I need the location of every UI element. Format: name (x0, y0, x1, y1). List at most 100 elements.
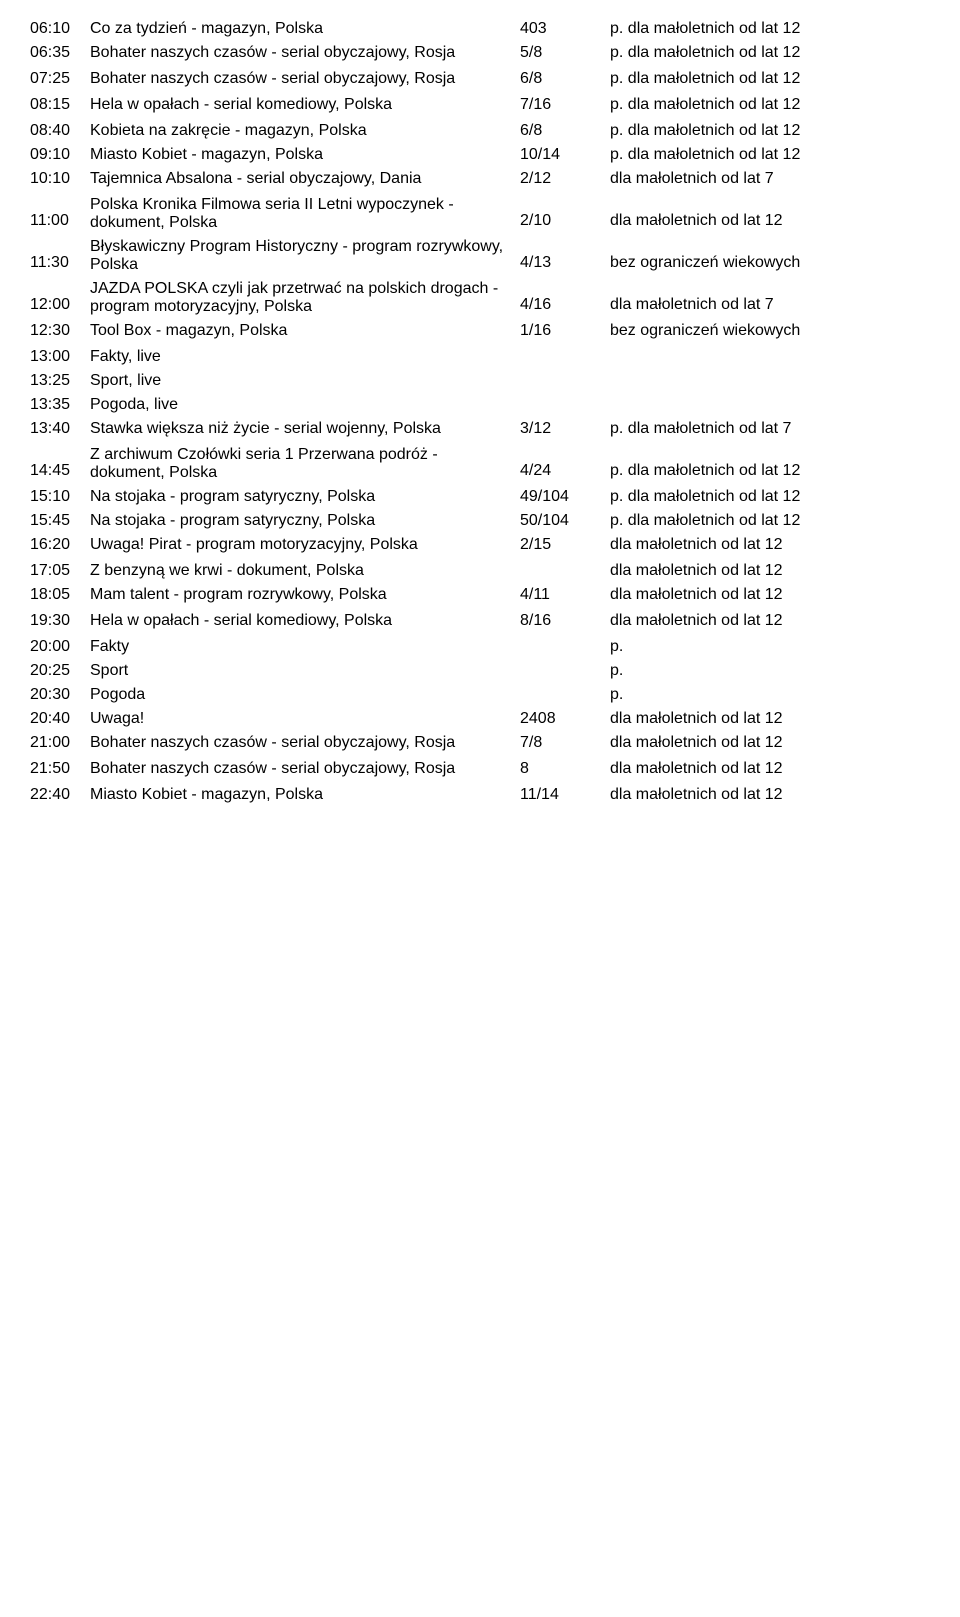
schedule-row: 20:25Sportp. (30, 662, 930, 680)
program-title: Bohater naszych czasów - serial obyczajo… (90, 70, 520, 88)
episode-cell: 7/8 (520, 734, 610, 754)
program-title: Fakty (90, 638, 520, 656)
schedule-row: 13:35Pogoda, live (30, 396, 930, 414)
schedule-row: 21:00Bohater naszych czasów - serial oby… (30, 734, 930, 754)
program-title: Polska Kronika Filmowa seria II Letni wy… (90, 196, 520, 232)
rating-cell: dla małoletnich od lat 7 (610, 296, 930, 316)
program-title: Mam talent - program rozrywkowy, Polska (90, 586, 520, 604)
time-cell: 14:45 (30, 462, 90, 482)
time-cell: 21:00 (30, 734, 90, 754)
schedule-row: 11:30Błyskawiczny Program Historyczny - … (30, 238, 930, 274)
time-cell: 13:35 (30, 396, 90, 414)
program-title: Hela w opałach - serial komediowy, Polsk… (90, 96, 520, 114)
schedule-row: 09:10Miasto Kobiet - magazyn, Polska10/1… (30, 146, 930, 164)
program-title: Z benzyną we krwi - dokument, Polska (90, 562, 520, 580)
time-cell: 22:40 (30, 786, 90, 804)
time-cell: 17:05 (30, 562, 90, 580)
program-title: Uwaga! Pirat - program motoryzacyjny, Po… (90, 536, 520, 554)
time-cell: 15:45 (30, 512, 90, 530)
rating-cell: p. dla małoletnich od lat 12 (610, 44, 930, 64)
schedule-row: 22:40Miasto Kobiet - magazyn, Polska11/1… (30, 786, 930, 804)
schedule-row: 20:30Pogodap. (30, 686, 930, 704)
time-cell: 19:30 (30, 612, 90, 632)
time-cell: 20:00 (30, 638, 90, 656)
time-cell: 20:25 (30, 662, 90, 680)
schedule-row: 11:00Polska Kronika Filmowa seria II Let… (30, 196, 930, 232)
program-title: Stawka większa niż życie - serial wojenn… (90, 420, 520, 438)
episode-cell: 8 (520, 760, 610, 780)
episode-cell: 4/16 (520, 296, 610, 316)
episode-cell: 5/8 (520, 44, 610, 64)
schedule-row: 19:30Hela w opałach - serial komediowy, … (30, 612, 930, 632)
time-cell: 10:10 (30, 170, 90, 190)
episode-cell: 50/104 (520, 512, 610, 530)
program-title: Bohater naszych czasów - serial obyczajo… (90, 734, 520, 752)
episode-cell: 7/16 (520, 96, 610, 116)
time-cell: 08:15 (30, 96, 90, 116)
program-title: Miasto Kobiet - magazyn, Polska (90, 146, 520, 164)
program-title: Tajemnica Absalona - serial obyczajowy, … (90, 170, 520, 188)
rating-cell: p. dla małoletnich od lat 12 (610, 70, 930, 90)
time-cell: 08:40 (30, 122, 90, 140)
schedule-row: 12:30Tool Box - magazyn, Polska1/16bez o… (30, 322, 930, 342)
time-cell: 21:50 (30, 760, 90, 780)
schedule-row: 10:10Tajemnica Absalona - serial obyczaj… (30, 170, 930, 190)
time-cell: 13:25 (30, 372, 90, 390)
program-title: Hela w opałach - serial komediowy, Polsk… (90, 612, 520, 630)
schedule-row: 20:00Faktyp. (30, 638, 930, 656)
episode-cell: 6/8 (520, 70, 610, 90)
schedule-row: 15:10Na stojaka - program satyryczny, Po… (30, 488, 930, 506)
program-title: Na stojaka - program satyryczny, Polska (90, 488, 520, 506)
rating-cell: bez ograniczeń wiekowych (610, 322, 930, 342)
schedule-row: 15:45Na stojaka - program satyryczny, Po… (30, 512, 930, 530)
program-title: Tool Box - magazyn, Polska (90, 322, 520, 340)
time-cell: 13:00 (30, 348, 90, 366)
episode-cell: 2/12 (520, 170, 610, 190)
program-title: Co za tydzień - magazyn, Polska (90, 20, 520, 38)
episode-cell: 4/13 (520, 254, 610, 274)
episode-cell: 1/16 (520, 322, 610, 342)
program-title: Na stojaka - program satyryczny, Polska (90, 512, 520, 530)
schedule-row: 12:00JAZDA POLSKA czyli jak przetrwać na… (30, 280, 930, 316)
program-title: Fakty, live (90, 348, 520, 366)
rating-cell: p. dla małoletnich od lat 12 (610, 122, 930, 140)
episode-cell: 403 (520, 20, 610, 38)
time-cell: 12:00 (30, 296, 90, 316)
episode-cell: 2/15 (520, 536, 610, 556)
rating-cell: dla małoletnich od lat 12 (610, 734, 930, 754)
rating-cell: dla małoletnich od lat 12 (610, 562, 930, 580)
schedule-row: 21:50Bohater naszych czasów - serial oby… (30, 760, 930, 780)
time-cell: 20:40 (30, 710, 90, 728)
schedule-row: 06:10Co za tydzień - magazyn, Polska403p… (30, 20, 930, 38)
time-cell: 16:20 (30, 536, 90, 556)
schedule-row: 13:40Stawka większa niż życie - serial w… (30, 420, 930, 440)
time-cell: 11:30 (30, 254, 90, 274)
schedule-row: 17:05Z benzyną we krwi - dokument, Polsk… (30, 562, 930, 580)
rating-cell: dla małoletnich od lat 12 (610, 536, 930, 556)
episode-cell: 4/11 (520, 586, 610, 606)
rating-cell: p. dla małoletnich od lat 12 (610, 20, 930, 38)
rating-cell: dla małoletnich od lat 12 (610, 212, 930, 232)
schedule-row: 13:25Sport, live (30, 372, 930, 390)
program-title: Kobieta na zakręcie - magazyn, Polska (90, 122, 520, 140)
schedule-row: 06:35Bohater naszych czasów - serial oby… (30, 44, 930, 64)
time-cell: 09:10 (30, 146, 90, 164)
program-title: Bohater naszych czasów - serial obyczajo… (90, 760, 520, 778)
episode-cell: 2408 (520, 710, 610, 728)
time-cell: 06:35 (30, 44, 90, 64)
rating-cell: p. dla małoletnich od lat 12 (610, 146, 930, 164)
program-title: Błyskawiczny Program Historyczny - progr… (90, 238, 520, 274)
time-cell: 06:10 (30, 20, 90, 38)
schedule-row: 20:40Uwaga!2408dla małoletnich od lat 12 (30, 710, 930, 728)
program-title: Miasto Kobiet - magazyn, Polska (90, 786, 520, 804)
episode-cell: 4/24 (520, 462, 610, 482)
time-cell: 18:05 (30, 586, 90, 606)
rating-cell: bez ograniczeń wiekowych (610, 254, 930, 274)
rating-cell: p. dla małoletnich od lat 12 (610, 512, 930, 530)
rating-cell: p. (610, 686, 930, 704)
program-title: Uwaga! (90, 710, 520, 728)
rating-cell: dla małoletnich od lat 12 (610, 612, 930, 632)
program-title: JAZDA POLSKA czyli jak przetrwać na pols… (90, 280, 520, 316)
rating-cell: p. dla małoletnich od lat 12 (610, 488, 930, 506)
time-cell: 13:40 (30, 420, 90, 440)
